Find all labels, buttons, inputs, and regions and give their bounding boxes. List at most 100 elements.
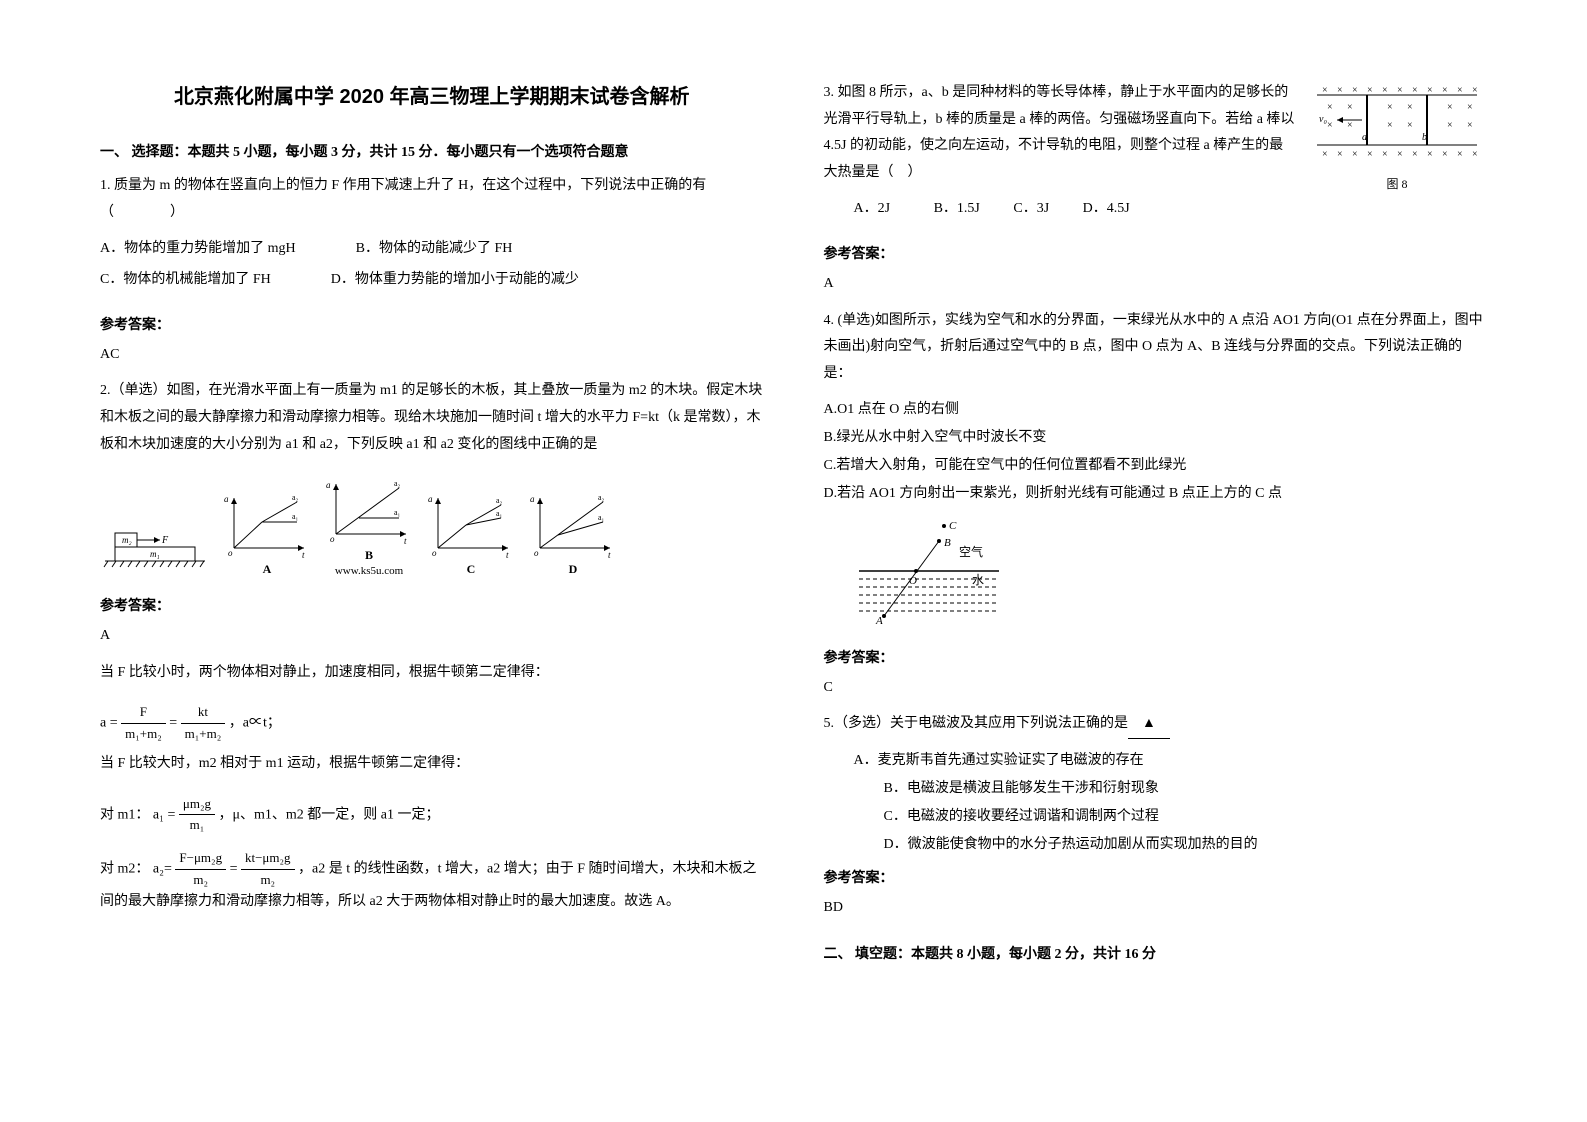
f1n2: kt — [181, 702, 226, 724]
magnetic-field-svg: ××××××××××× ×××××× ×××××× ××××××××××× a … — [1307, 80, 1487, 170]
f1d2: m₁+m₂ — [181, 724, 226, 745]
left-column: 北京燕化附属中学 2020 年高三物理上学期期末试卷含解析 一、 选择题：本题共… — [100, 80, 764, 1082]
svg-text:×: × — [1407, 102, 1413, 113]
svg-text:×: × — [1367, 85, 1373, 96]
svg-text:×: × — [1442, 85, 1448, 96]
svg-text:×: × — [1447, 120, 1453, 131]
q4-optA: A.O1 点在 O 点的右侧 — [824, 396, 1488, 424]
svg-text:o: o — [432, 548, 437, 558]
svg-text:×: × — [1472, 85, 1478, 96]
q2-exp2: 当 F 比较大时，m2 相对于 m1 运动，根据牛顿第二定律得： — [100, 751, 764, 778]
f3-lhs: a₂= — [153, 862, 172, 877]
svg-text:a₂: a₂ — [292, 493, 299, 502]
q2-labelA: A — [263, 562, 272, 577]
q1-text: 1. 质量为 m 的物体在竖直向上的恒力 F 作用下减速上升了 H，在这个过程中… — [100, 173, 764, 226]
q2-graph-D: a t o a₂ a₁ D — [528, 490, 618, 577]
svg-text:×: × — [1407, 120, 1413, 131]
q5-optC: C．电磁波的接收要经过调谐和调制两个过程 — [824, 803, 1488, 831]
q2-formula1: a = Fm₁+m₂ = ktm₁+m₂ ，a∝t； — [100, 702, 764, 745]
q1-optD: D．物体重力势能的增加小于动能的减少 — [331, 265, 579, 296]
svg-text:×: × — [1467, 102, 1473, 113]
svg-text:×: × — [1472, 149, 1478, 160]
section2-heading: 二、 填空题：本题共 8 小题，每小题 2 分，共计 16 分 — [824, 943, 1488, 963]
svg-text:a₁: a₁ — [598, 513, 605, 522]
f3d1: m₂ — [175, 870, 226, 891]
q2-graph-C: a t o a₂ a₁ C — [426, 490, 516, 577]
svg-text:×: × — [1457, 149, 1463, 160]
svg-text:×: × — [1327, 120, 1333, 131]
f1-tail: ，a∝t； — [229, 716, 281, 731]
svg-text:×: × — [1352, 149, 1358, 160]
q4-label-C: C — [949, 520, 957, 532]
q2-formula2: 对 m1： a₁ = μm₂gm₁ ，μ、m1、m2 都一定，则 a1 一定； — [100, 794, 764, 837]
graph-b-svg: a t o a₂ a₁ — [324, 476, 414, 546]
svg-text:F: F — [161, 535, 169, 546]
q4-answer: C — [824, 675, 1488, 702]
q2-formula3: 对 m2： a₂= F−μm₂gm₂ = kt−μm₂gm₂ ，a2 是 t 的… — [100, 848, 764, 913]
q2-graph-B: a t o a₂ a₁ B www.ks5u.com — [324, 476, 414, 577]
svg-text:a₂: a₂ — [394, 479, 401, 488]
svg-text:×: × — [1327, 102, 1333, 113]
q5-optB: B．电磁波是横波且能够发生干涉和衍射现象 — [824, 775, 1488, 803]
svg-text:×: × — [1442, 149, 1448, 160]
svg-text:a: a — [224, 494, 229, 504]
q5-answer-label: 参考答案： — [824, 867, 1488, 887]
q3-optC: C．3J — [1013, 201, 1049, 216]
q4-answer-label: 参考答案： — [824, 647, 1488, 667]
graph-c-svg: a t o a₂ a₁ — [426, 490, 516, 560]
q2-text: 2.（单选）如图，在光滑水平面上有一质量为 m1 的足够长的木板，其上叠放一质量… — [100, 378, 764, 458]
svg-text:×: × — [1397, 85, 1403, 96]
q4-label-O: O — [909, 575, 917, 587]
q1-optC: C．物体的机械能增加了 FH — [100, 265, 271, 296]
q5-text: 5.（多选）关于电磁波及其应用下列说法正确的是 ▲ — [824, 711, 1488, 739]
q1-answer: AC — [100, 342, 764, 369]
svg-text:×: × — [1337, 149, 1343, 160]
q2-graph-A: a t o a₂ a₁ A — [222, 490, 312, 577]
q5-answer: BD — [824, 895, 1488, 922]
q3-optB: B．1.5J — [934, 201, 980, 216]
graph-d-svg: a t o a₂ a₁ — [528, 490, 618, 560]
svg-text:×: × — [1457, 85, 1463, 96]
svg-text:×: × — [1322, 149, 1328, 160]
q5-blank: ▲ — [1128, 711, 1170, 739]
svg-text:×: × — [1382, 85, 1388, 96]
q4-label-B: B — [944, 537, 951, 549]
q4-label-air: 空气 — [959, 544, 983, 559]
q3-block: ××××××××××× ×××××× ×××××× ××××××××××× a … — [824, 80, 1488, 194]
svg-text:×: × — [1412, 149, 1418, 160]
f2n: μm₂g — [179, 794, 215, 816]
svg-text:m₁: m₁ — [150, 549, 160, 559]
q5-optD: D．微波能使食物中的水分子热运动加剧从而实现加热的目的 — [824, 831, 1488, 859]
svg-text:a₁: a₁ — [292, 512, 299, 521]
q4-optC: C.若增大入射角，可能在空气中的任何位置都看不到此绿光 — [824, 452, 1488, 480]
svg-text:a₂: a₂ — [598, 493, 605, 502]
svg-text:v₀: v₀ — [1319, 114, 1327, 125]
section1-heading: 一、 选择题：本题共 5 小题，每小题 3 分，共计 15 分．每小题只有一个选… — [100, 141, 764, 161]
q3-answer: A — [824, 271, 1488, 298]
svg-text:×: × — [1367, 149, 1373, 160]
f1-eq: = — [169, 716, 177, 731]
svg-text:×: × — [1347, 102, 1353, 113]
svg-text:m₂: m₂ — [122, 535, 132, 545]
f1d1: m₁+m₂ — [121, 724, 166, 745]
f3-eq: = — [230, 862, 238, 877]
q4-label-water: 水 — [972, 573, 984, 587]
q2-answer: A — [100, 623, 764, 650]
svg-text:a₁: a₁ — [394, 508, 401, 517]
f3n2: kt−μm₂g — [241, 848, 295, 870]
f3d2: m₂ — [241, 870, 295, 891]
page-title: 北京燕化附属中学 2020 年高三物理上学期期末试卷含解析 — [100, 80, 764, 109]
svg-text:×: × — [1387, 120, 1393, 131]
svg-text:o: o — [330, 534, 335, 544]
q5-optA: A．麦克斯韦首先通过实验证实了电磁波的存在 — [824, 747, 1488, 775]
svg-text:×: × — [1347, 120, 1353, 131]
q1-optA: A．物体的重力势能增加了 mgH — [100, 234, 296, 265]
q3-optD: D．4.5J — [1083, 201, 1130, 216]
svg-text:b: b — [1422, 132, 1427, 143]
svg-text:×: × — [1382, 149, 1388, 160]
right-column: ××××××××××× ×××××× ×××××× ××××××××××× a … — [824, 80, 1488, 1082]
q2-exp1: 当 F 比较小时，两个物体相对静止，加速度相同，根据牛顿第二定律得： — [100, 660, 764, 687]
f2-prefix: 对 m1： — [100, 807, 149, 822]
svg-text:×: × — [1387, 102, 1393, 113]
svg-text:a₂: a₂ — [496, 496, 503, 505]
